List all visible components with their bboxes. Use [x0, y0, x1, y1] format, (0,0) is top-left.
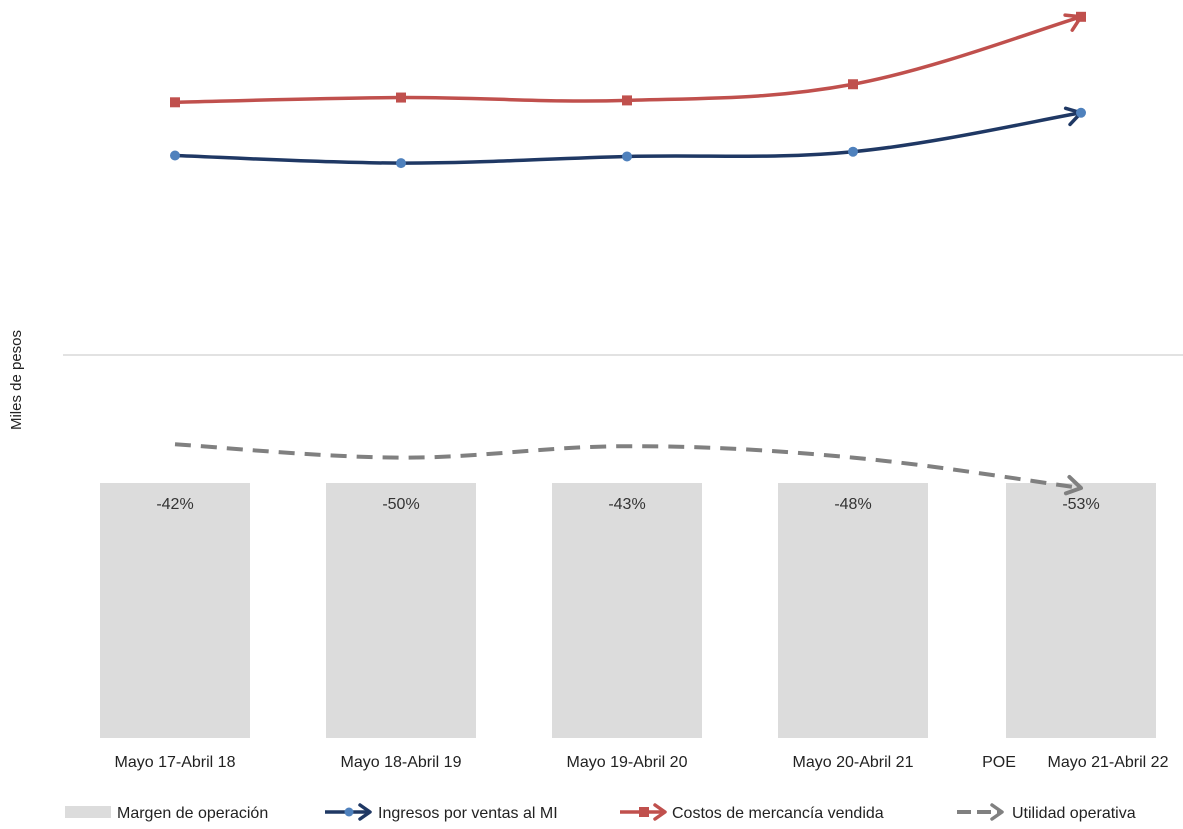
point-ingresos-por-ventas-al-mi-3 — [622, 151, 632, 162]
legend-arrow-utilidad-operativa — [990, 803, 1004, 821]
bar-data-label-2: -50% — [382, 496, 419, 513]
bar-1 — [100, 483, 250, 738]
point-costos-de-mercancia-vendida-5 — [1076, 11, 1086, 22]
bar-data-label-5: -53% — [1062, 496, 1099, 513]
point-costos-de-mercancia-vendida-3 — [622, 95, 632, 106]
legend-label-utilidad-operativa: Utilidad operativa — [1012, 805, 1136, 822]
legend-swatch-margen — [65, 806, 111, 818]
bar-4 — [778, 483, 928, 738]
point-costos-de-mercancia-vendida-1 — [170, 97, 180, 108]
point-costos-de-mercancia-vendida-2 — [396, 92, 406, 103]
legend-label-margen: Margen de operación — [117, 805, 268, 822]
legend-arrow-ingresos-por-ventas-al-mi — [358, 803, 372, 821]
markers-group — [170, 11, 1086, 169]
bar-data-label-4: -48% — [834, 496, 871, 513]
point-costos-de-mercancia-vendida-4 — [848, 79, 858, 90]
bar-data-label-3: -43% — [608, 496, 645, 513]
x-tick-label-4: Mayo 20-Abril 21 — [793, 754, 914, 771]
legend-label-costos-de-mercancia-vendida: Costos de mercancía vendida — [672, 805, 884, 822]
point-ingresos-por-ventas-al-mi-5 — [1076, 107, 1086, 118]
x-tick-label-5: Mayo 21-Abril 22 — [1048, 754, 1169, 771]
line-utilidad-operativa — [174, 442, 1082, 490]
poe-label: POE — [982, 754, 1016, 771]
legend: Margen de operación Ingresos por ventas a… — [65, 803, 1136, 822]
point-ingresos-por-ventas-al-mi-1 — [170, 150, 180, 161]
x-tick-label-3: Mayo 19-Abril 20 — [567, 754, 688, 771]
point-ingresos-por-ventas-al-mi-2 — [396, 158, 406, 169]
legend-marker-ingresos-por-ventas-al-mi — [344, 807, 354, 817]
bar-2 — [326, 483, 476, 738]
x-tick-label-1: Mayo 17-Abril 18 — [115, 754, 236, 771]
x-tick-label-2: Mayo 18-Abril 19 — [341, 754, 462, 771]
point-ingresos-por-ventas-al-mi-4 — [848, 146, 858, 157]
y-axis-label: Miles de pesos — [8, 330, 25, 430]
line-costos-de-mercancia-vendida — [173, 15, 1083, 105]
bar-3 — [552, 483, 702, 738]
legend-marker-costos-de-mercancia-vendida — [639, 807, 649, 817]
legend-arrow-costos-de-mercancia-vendida — [653, 803, 667, 821]
arrowhead-utilidad-operativa — [1063, 474, 1083, 496]
legend-label-ingresos-por-ventas-al-mi: Ingresos por ventas al MI — [378, 805, 558, 822]
bars-group — [100, 483, 1156, 738]
lines-group — [173, 13, 1083, 496]
bar-labels-group: -42% -50% -43% -48% -53% — [156, 496, 1099, 513]
bar-5 — [1006, 483, 1156, 738]
category-labels-group: Mayo 17-Abril 18 Mayo 18-Abril 19 Mayo 19-… — [115, 754, 1169, 771]
bar-data-label-1: -42% — [156, 496, 193, 513]
